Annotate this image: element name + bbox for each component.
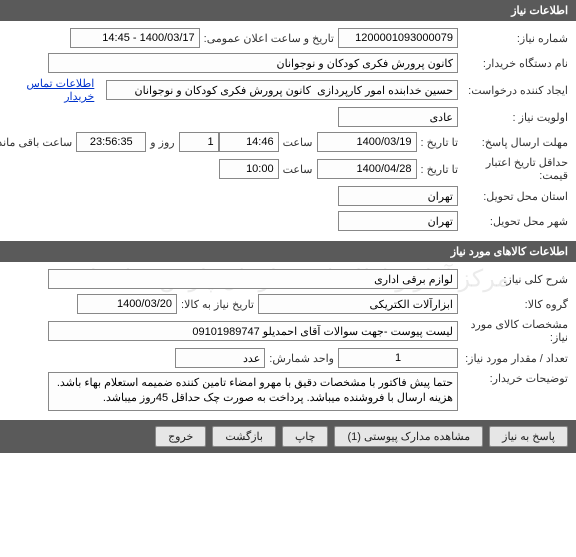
field-buyer-note [48, 372, 458, 411]
field-pub-date [70, 28, 200, 48]
field-creator [106, 80, 458, 100]
label-day: روز و [146, 136, 178, 149]
contact-link[interactable]: اطلاعات تماس خریدار [8, 77, 94, 103]
label-spec: مشخصات کالای مورد نیاز: [458, 318, 568, 344]
field-deadline-date [317, 132, 417, 152]
label-city: شهر محل تحویل: [458, 215, 568, 228]
label-saat1: ساعت [279, 136, 317, 149]
label-req-no: شماره نیاز: [458, 32, 568, 45]
field-need-date [77, 294, 177, 314]
label-need-date: تاریخ نیاز به کالا: [177, 298, 258, 311]
field-main-desc [48, 269, 458, 289]
label-to-date2: تا تاریخ : [417, 163, 458, 176]
reply-button[interactable]: پاسخ به نیاز [489, 426, 568, 447]
field-deadline-time [219, 132, 279, 152]
field-priority [338, 107, 458, 127]
label-creator: ایجاد کننده درخواست: [458, 84, 568, 97]
field-remain-time [76, 132, 146, 152]
field-group [258, 294, 458, 314]
back-button[interactable]: بازگشت [212, 426, 276, 447]
label-state: استان محل تحویل: [458, 190, 568, 203]
label-remaining: ساعت باقی مانده [0, 136, 76, 149]
label-pub-date: تاریخ و ساعت اعلان عمومی: [200, 32, 338, 45]
section-items-header: اطلاعات کالاهای مورد نیاز [0, 241, 576, 262]
exit-button[interactable]: خروج [155, 426, 206, 447]
field-city [338, 211, 458, 231]
label-priority: اولویت نیاز : [458, 111, 568, 124]
field-valid-date [317, 159, 417, 179]
label-to-date: تا تاریخ : [417, 136, 458, 149]
field-valid-time [219, 159, 279, 179]
footer-bar: پاسخ به نیاز مشاهده مدارک پیوستی (1) چاپ… [0, 420, 576, 453]
section-need-info-header: اطلاعات نیاز [0, 0, 576, 21]
field-req-no [338, 28, 458, 48]
label-main-desc: شرح کلی نیاز: [458, 273, 568, 286]
label-qty: تعداد / مقدار مورد نیاز: [458, 352, 568, 365]
field-unit [175, 348, 265, 368]
items-body: شرح کلی نیاز: گروه کالا: تاریخ نیاز به ک… [0, 262, 576, 420]
label-group: گروه کالا: [458, 298, 568, 311]
attachments-button[interactable]: مشاهده مدارک پیوستی (1) [334, 426, 483, 447]
label-min-valid: حداقل تاریخ اعتبار قیمت: [458, 156, 568, 182]
label-buyer-note: توضیحات خریدار: [458, 372, 568, 385]
field-state [338, 186, 458, 206]
print-button[interactable]: چاپ [282, 426, 329, 447]
label-buyer: نام دستگاه خریدار: [458, 57, 568, 70]
label-saat2: ساعت [279, 163, 317, 176]
label-deadline: مهلت ارسال پاسخ: [458, 136, 568, 149]
field-spec [48, 321, 458, 341]
need-info-body: شماره نیاز: تاریخ و ساعت اعلان عمومی: نا… [0, 21, 576, 241]
label-unit: واحد شمارش: [265, 352, 338, 365]
field-buyer [48, 53, 458, 73]
field-qty [338, 348, 458, 368]
field-remain-days [179, 132, 219, 152]
